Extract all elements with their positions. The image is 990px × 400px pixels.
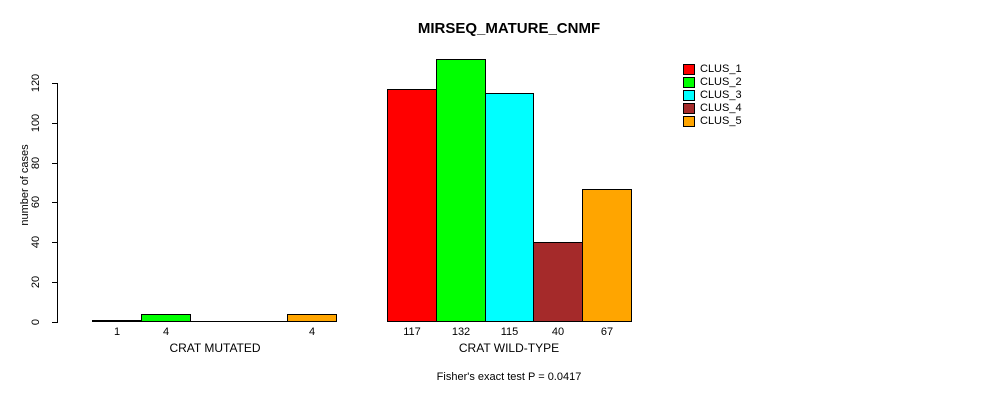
legend-swatch xyxy=(683,103,695,114)
bar-value-label: 1 xyxy=(113,326,121,338)
legend-swatch xyxy=(683,77,695,88)
y-axis-tick-label: 80 xyxy=(30,156,42,170)
legend-label: CLUS_3 xyxy=(700,89,742,101)
legend-row: CLUS_2 xyxy=(683,76,742,89)
legend-swatch xyxy=(683,90,695,101)
bar-value-label: 40 xyxy=(551,326,565,338)
y-axis-tick-label: 60 xyxy=(30,195,42,209)
bar xyxy=(92,320,142,322)
legend-row: CLUS_3 xyxy=(683,89,742,102)
fisher-test-footnote: Fisher's exact test P = 0.0417 xyxy=(436,371,582,383)
bar xyxy=(436,59,486,322)
bar-value-label: 117 xyxy=(403,326,421,338)
group-label-crat-wild-type: CRAT WILD-TYPE xyxy=(458,341,560,355)
y-axis-tick xyxy=(52,282,57,283)
bar xyxy=(287,314,337,322)
legend-label: CLUS_4 xyxy=(700,102,742,114)
bar-value-label: 4 xyxy=(162,326,170,338)
chart-title: MIRSEQ_MATURE_CNMF xyxy=(417,20,601,37)
bar xyxy=(387,89,437,322)
y-axis-line xyxy=(57,83,58,323)
y-axis-tick xyxy=(52,242,57,243)
bar-value-label: 115 xyxy=(500,326,519,338)
legend-swatch xyxy=(683,116,695,127)
bar xyxy=(582,189,632,322)
legend-label: CLUS_5 xyxy=(700,115,742,127)
legend-row: CLUS_4 xyxy=(683,102,742,115)
y-axis-tick-label: 40 xyxy=(30,235,42,249)
bar xyxy=(190,321,239,322)
y-axis-tick xyxy=(52,163,57,164)
y-axis-tick xyxy=(52,123,57,124)
y-axis-tick xyxy=(52,202,57,203)
y-axis-tick-label: 100 xyxy=(30,113,42,133)
y-axis-tick xyxy=(52,83,57,84)
legend: CLUS_1 CLUS_2 CLUS_3 CLUS_4 CLUS_5 xyxy=(683,63,742,128)
bar-value-label: 67 xyxy=(600,326,614,338)
bar-value-label: 4 xyxy=(308,326,316,338)
bar xyxy=(141,314,191,322)
group-label-crat-mutated: CRAT MUTATED xyxy=(169,341,261,355)
legend-row: CLUS_5 xyxy=(683,115,742,128)
bar xyxy=(238,321,288,322)
y-axis-tick-label: 0 xyxy=(30,318,42,326)
legend-swatch xyxy=(683,64,695,75)
bar-value-label: 132 xyxy=(451,326,471,338)
y-axis-tick-label: 20 xyxy=(30,275,42,289)
legend-label: CLUS_2 xyxy=(700,76,742,88)
bar xyxy=(485,93,534,322)
legend-row: CLUS_1 xyxy=(683,63,742,76)
legend-label: CLUS_1 xyxy=(700,63,742,75)
y-axis-tick-label: 120 xyxy=(30,73,42,93)
y-axis-tick xyxy=(52,322,57,323)
bar xyxy=(533,242,583,322)
